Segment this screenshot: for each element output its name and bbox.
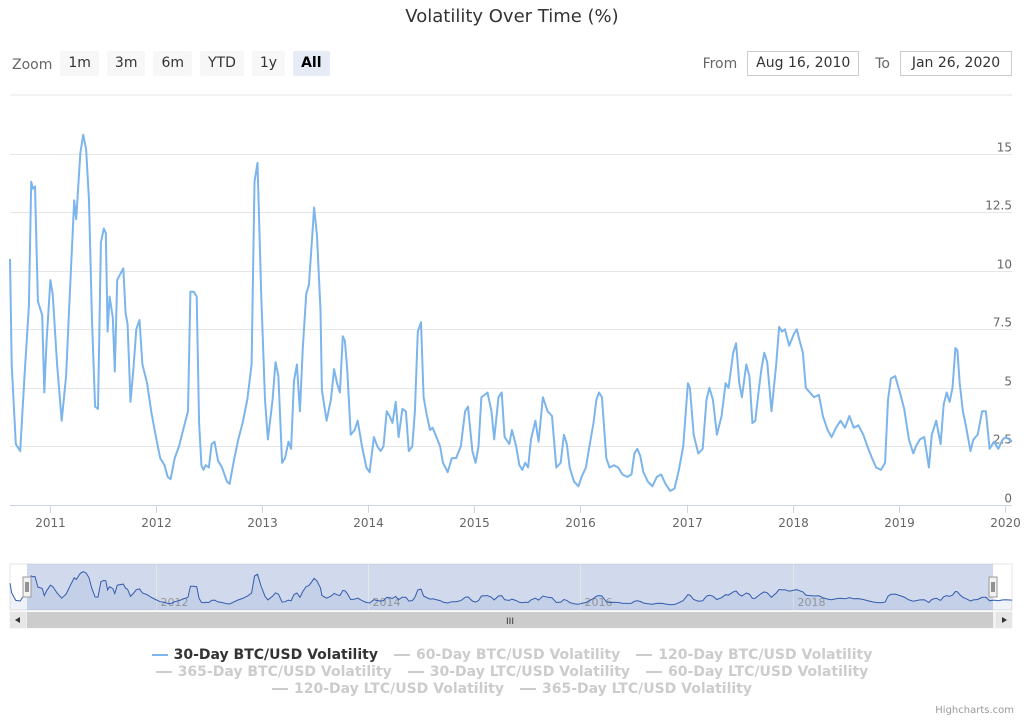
x-tick-label: 2013 (247, 516, 278, 530)
legend-label: 120-Day LTC/USD Volatility (294, 680, 504, 697)
x-tick-label: 2017 (672, 516, 703, 530)
legend-item[interactable]: 30-Day BTC/USD Volatility (151, 646, 378, 663)
x-tick-label: 2012 (141, 516, 172, 530)
navigator-series-line (9, 571, 1013, 606)
x-tick-label: 2014 (353, 516, 384, 530)
y-tick-label: 12.5 (985, 199, 1012, 213)
x-tick-label: 2016 (565, 516, 596, 530)
scroll-right-button[interactable] (996, 612, 1012, 628)
zoom-label: Zoom (12, 56, 53, 73)
scrollbar[interactable]: III (9, 611, 1013, 629)
navigator-series-area (10, 571, 1012, 610)
from-label: From (702, 55, 738, 72)
legend-line-icon (393, 653, 410, 656)
navigator-left-handle[interactable] (22, 576, 32, 598)
credits-link[interactable]: Highcharts.com (935, 705, 1014, 716)
zoom-3m-button[interactable]: 3m (106, 51, 146, 76)
to-label: To (875, 55, 890, 72)
chart-title: Volatility Over Time (%) (405, 6, 619, 27)
x-tick-label: 2020 (990, 516, 1021, 530)
legend-label: 365-Day BTC/USD Volatility (177, 663, 392, 680)
navigator-background (9, 563, 1013, 611)
legend-row: 365-Day BTC/USD Volatility 30-Day LTC/USD… (0, 663, 1024, 680)
series-lines (9, 133, 1013, 492)
y-tick-label: 15 (997, 141, 1012, 155)
scroll-left-button[interactable] (10, 612, 26, 628)
grid-lines (10, 94, 1012, 506)
scrollbar-thumb[interactable] (27, 612, 993, 628)
x-tick-label: 2019 (884, 516, 915, 530)
x-tick-label: 2015 (459, 516, 490, 530)
legend-item[interactable]: 365-Day LTC/USD Volatility (520, 680, 752, 697)
x-axis-ticks: 2011 2012 2013 2014 2015 2016 2017 2018 2019 2020 (10, 505, 1021, 530)
legend: 30-Day BTC/USD Volatility 60-Day BTC/USD … (0, 646, 1024, 697)
navigator[interactable]: 2012201420162018 (9, 563, 1013, 611)
navigator-right-handle[interactable] (988, 576, 998, 598)
y-tick-label: 10 (997, 258, 1012, 272)
date-range: From Aug 16, 2010 To Jan 26, 2020 (703, 51, 1012, 76)
legend-line-icon (407, 670, 424, 673)
x-tick-label: 2018 (778, 516, 809, 530)
to-date-input[interactable]: Jan 26, 2020 (900, 51, 1012, 76)
y-tick-label: 7.5 (993, 316, 1012, 330)
legend-row: 120-Day LTC/USD Volatility 365-Day LTC/US… (0, 680, 1024, 697)
legend-item[interactable]: 30-Day LTC/USD Volatility (407, 663, 631, 680)
legend-label: 365-Day LTC/USD Volatility (542, 680, 752, 697)
legend-row: 30-Day BTC/USD Volatility 60-Day BTC/USD … (0, 646, 1024, 663)
zoom-1y-button[interactable]: 1y (251, 51, 286, 76)
zoom-6m-button[interactable]: 6m (153, 51, 192, 76)
zoom-ytd-button[interactable]: YTD (200, 51, 244, 76)
chevron-right-icon (1002, 617, 1007, 623)
from-date-input[interactable]: Aug 16, 2010 (747, 51, 860, 76)
y-tick-label: 0 (1004, 492, 1012, 506)
legend-label: 120-Day BTC/USD Volatility (658, 646, 873, 663)
navigator-mask (27, 564, 993, 610)
scrollbar-grip[interactable]: III (506, 617, 514, 627)
legend-item[interactable]: 365-Day BTC/USD Volatility (155, 663, 392, 680)
x-tick-label: 2011 (35, 516, 66, 530)
legend-line-icon (636, 653, 653, 656)
zoom-bar: Zoom 1m 3m 6m YTD 1y All (12, 51, 338, 76)
series-line-30d-btc[interactable] (9, 133, 1013, 492)
legend-label: 60-Day LTC/USD Volatility (668, 663, 869, 680)
legend-item[interactable]: 120-Day LTC/USD Volatility (272, 680, 504, 697)
legend-line-icon (151, 653, 168, 656)
zoom-all-button[interactable]: All (293, 51, 330, 76)
navigator-tick-label: 2014 (373, 596, 401, 609)
legend-line-icon (646, 670, 663, 673)
zoom-1m-button[interactable]: 1m (60, 51, 99, 76)
y-tick-label: 5 (1004, 375, 1012, 389)
legend-line-icon (520, 687, 536, 690)
legend-label: 30-Day LTC/USD Volatility (429, 663, 631, 680)
navigator-tick-label: 2018 (798, 596, 826, 609)
legend-line-icon (155, 670, 172, 673)
legend-label: 60-Day BTC/USD Volatility (415, 646, 621, 663)
legend-label: 30-Day BTC/USD Volatility (173, 646, 378, 663)
legend-line-icon (272, 687, 288, 690)
legend-item[interactable]: 60-Day LTC/USD Volatility (646, 663, 868, 680)
chevron-left-icon (15, 617, 20, 623)
legend-item[interactable]: 120-Day BTC/USD Volatility (636, 646, 872, 663)
legend-item[interactable]: 60-Day BTC/USD Volatility (393, 646, 621, 663)
